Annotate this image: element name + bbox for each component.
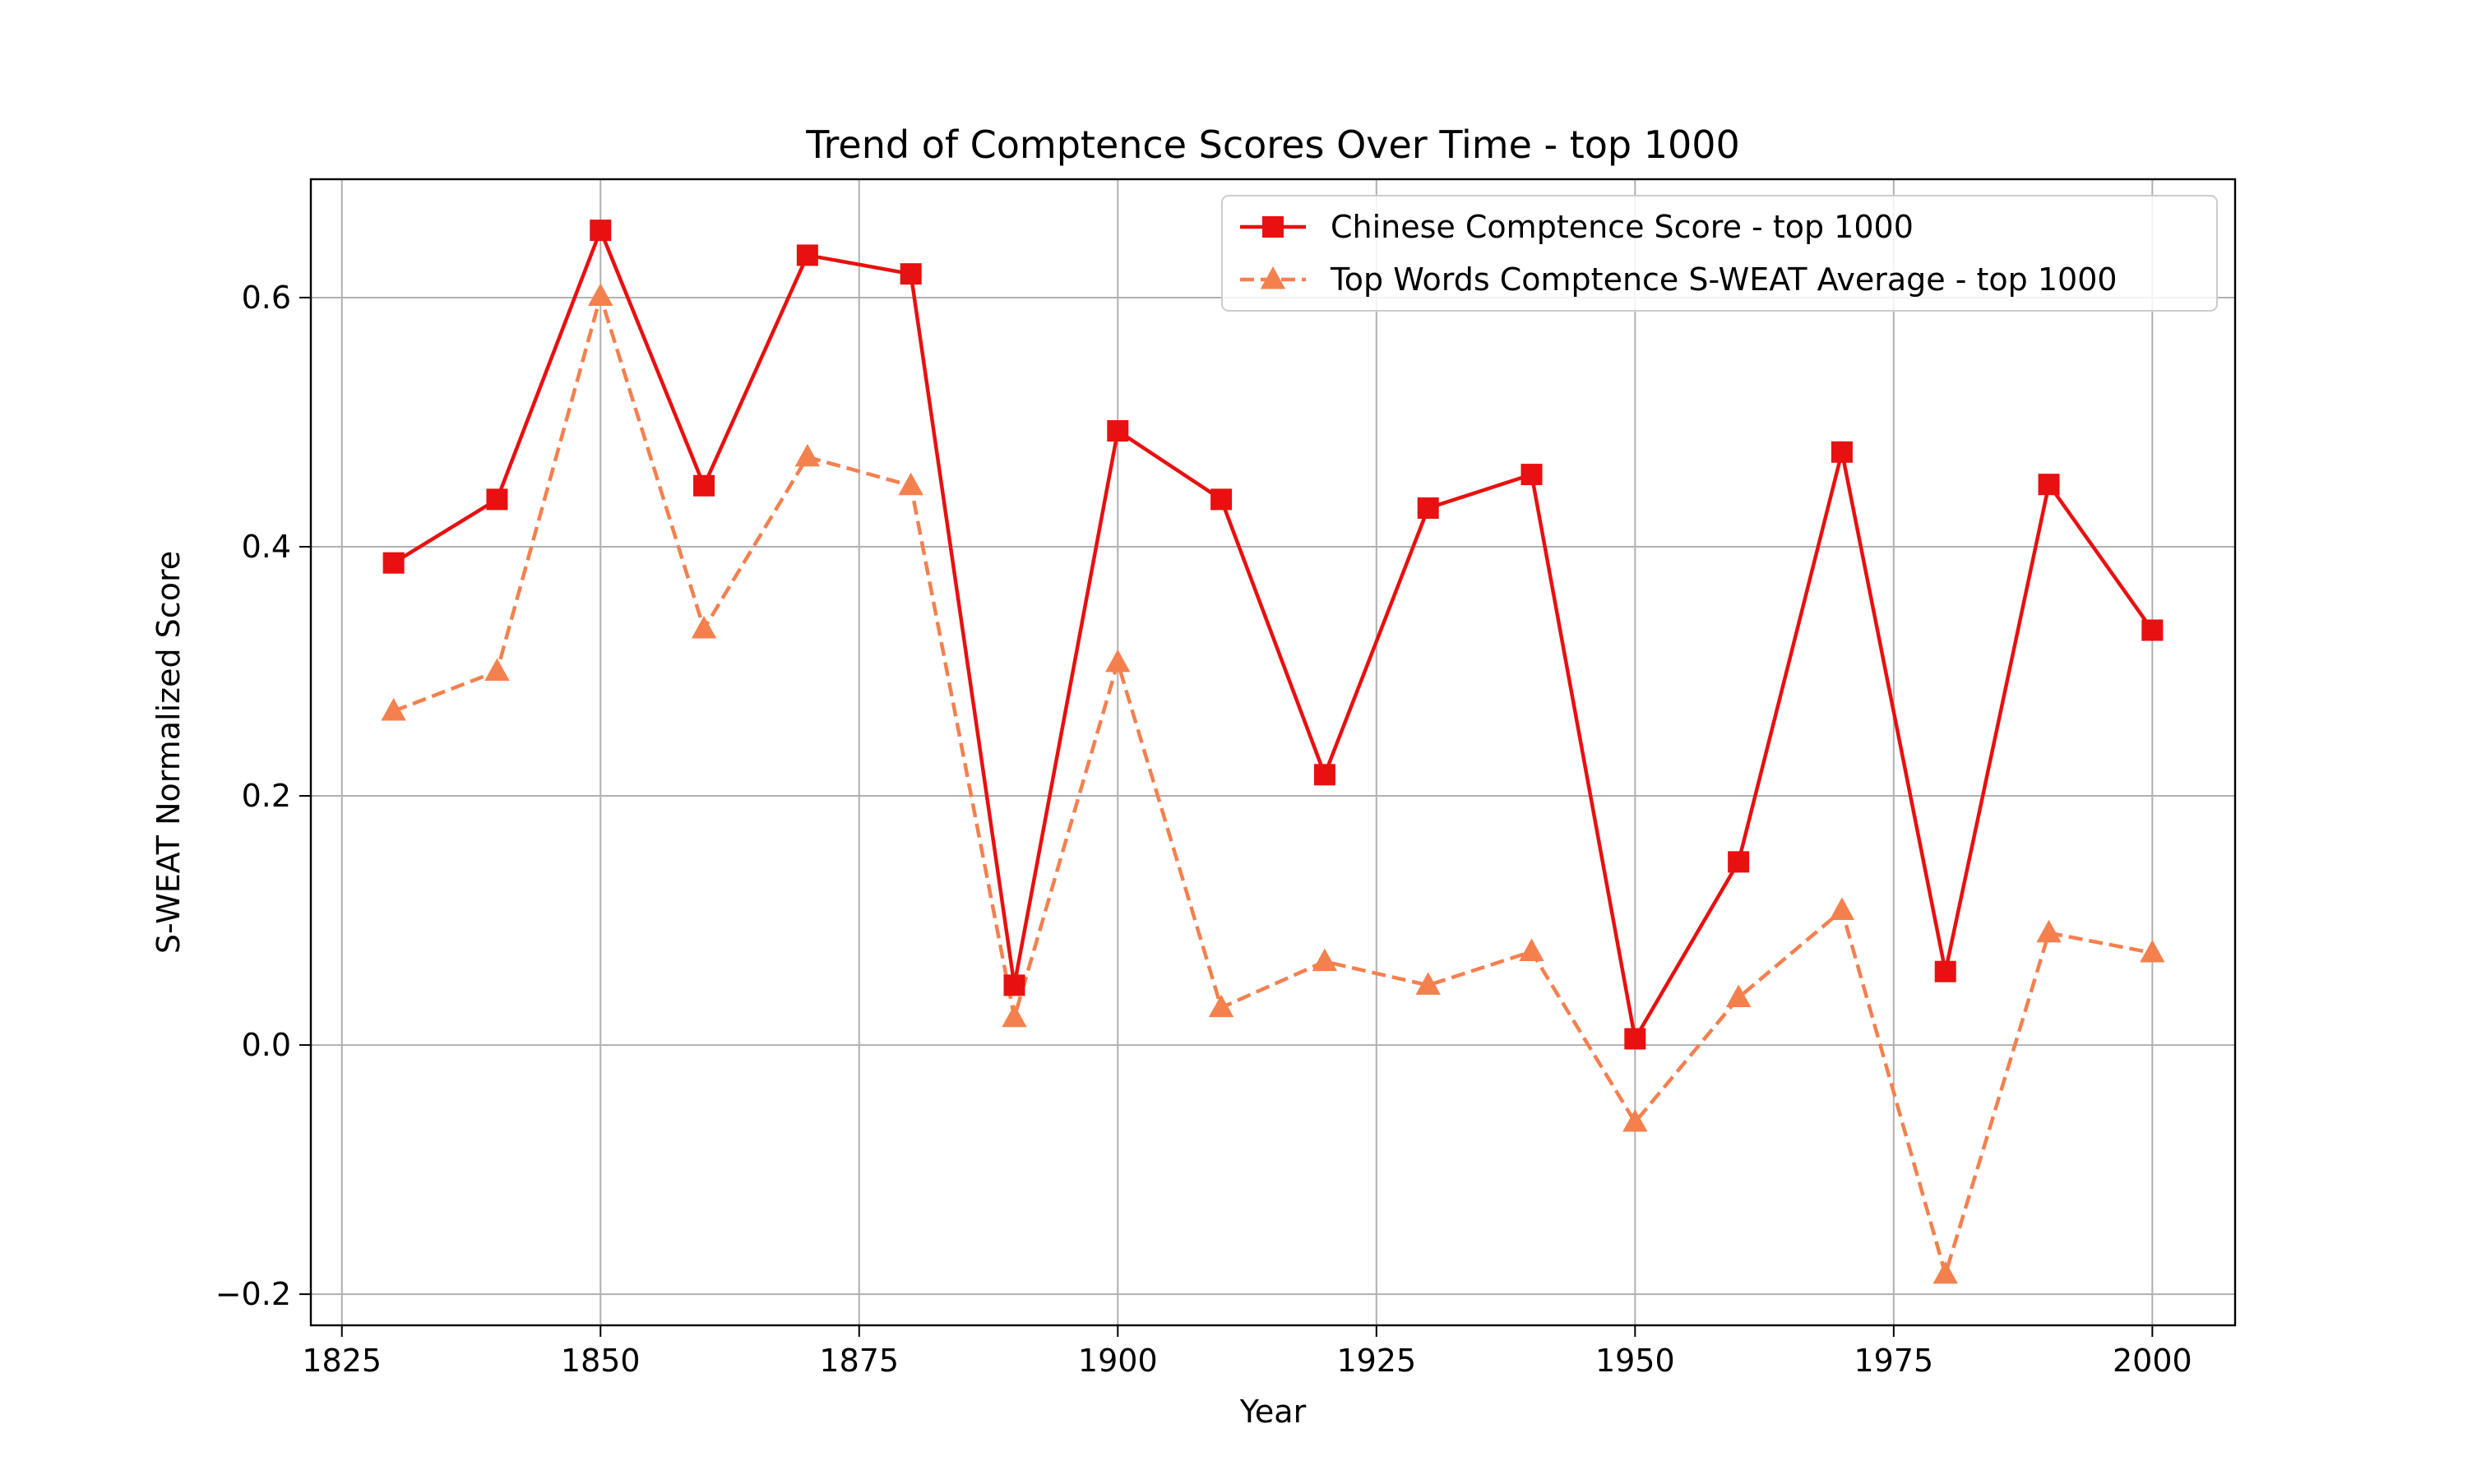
series-1-point <box>486 488 508 511</box>
series-layer <box>381 220 2165 1284</box>
series-1 <box>382 220 2164 1050</box>
series-2-point <box>1105 649 1131 673</box>
series-1-point <box>382 552 405 574</box>
series-2-point <box>1208 994 1234 1018</box>
x-tick-label: 1925 <box>1336 1343 1416 1379</box>
series-1-point <box>1107 420 1129 442</box>
x-tick-label: 1825 <box>302 1343 382 1379</box>
y-tick-label: 0.0 <box>242 1027 291 1063</box>
chart-title: Trend of Comptence Scores Over Time - to… <box>805 123 1740 167</box>
series-2-point <box>1415 972 1441 995</box>
series-1-point <box>1728 851 1750 873</box>
series-1-point <box>796 244 818 266</box>
series-2-point <box>1519 938 1544 961</box>
series-1-point <box>1313 764 1335 786</box>
series-2-point <box>691 615 717 639</box>
x-tick-label: 1900 <box>1078 1343 1158 1379</box>
x-tick-label: 1850 <box>561 1343 641 1379</box>
legend-marker-1 <box>1262 216 1284 238</box>
series-1-point <box>590 220 612 242</box>
series-1-point <box>1003 974 1025 996</box>
legend-label-1: Chinese Comptence Score - top 1000 <box>1331 209 1914 245</box>
series-1-point <box>2141 619 2164 641</box>
y-tick-label: 0.4 <box>242 529 291 565</box>
tick-layer: 1825 1850 1875 1900 1925 1950 1975 2000 −0.2 0.0 0… <box>215 280 2192 1379</box>
series-1-point <box>900 263 922 285</box>
x-tick-label: 2000 <box>2113 1343 2192 1379</box>
series-1-point <box>1831 441 1853 463</box>
x-tick-label: 1975 <box>1854 1343 1933 1379</box>
series-2-point <box>1932 1260 1958 1284</box>
series-1-point <box>1520 464 1543 486</box>
series-2-point <box>898 472 923 496</box>
series-1-point <box>693 474 715 497</box>
grid-layer <box>311 179 2235 1325</box>
series-1-point <box>1210 488 1233 511</box>
series-1-point <box>2038 474 2060 496</box>
series-2-point <box>484 658 510 682</box>
x-axis-label: Year <box>1239 1394 1307 1430</box>
series-2-point <box>1725 984 1752 1008</box>
legend-label-2: Top Words Comptence S-WEAT Average - top… <box>1330 261 2118 298</box>
series-1-point <box>1934 960 1956 982</box>
series-1-line <box>392 228 2155 1041</box>
y-tick-label: 0.6 <box>242 280 291 316</box>
legend-box <box>1221 195 2218 312</box>
series-2-point <box>1829 897 1855 920</box>
y-tick-label: −0.2 <box>215 1276 291 1312</box>
series-1-point <box>1624 1028 1646 1050</box>
series-2-line <box>392 294 2153 1277</box>
series-2-point <box>794 443 821 467</box>
series-2-point <box>588 283 613 306</box>
series-2-point <box>1312 948 1338 972</box>
legend-marker-2 <box>1260 266 1286 289</box>
x-tick-label: 1950 <box>1595 1343 1675 1379</box>
plot-frame <box>309 178 2237 1327</box>
y-axis-label: S-WEAT Normalized Score <box>150 551 187 954</box>
series-2 <box>381 283 2165 1284</box>
legend: Chinese Comptence Score - top 1000 Top Wo… <box>1221 195 2218 312</box>
series-2-point <box>381 697 406 721</box>
series-2-point <box>1622 1109 1648 1132</box>
series-2-point <box>2036 919 2062 943</box>
y-tick-label: 0.2 <box>242 778 291 814</box>
series-2-point <box>1002 1004 1027 1028</box>
series-2-point <box>2140 939 2165 963</box>
x-tick-label: 1875 <box>819 1343 899 1379</box>
series-1-point <box>1417 497 1439 520</box>
